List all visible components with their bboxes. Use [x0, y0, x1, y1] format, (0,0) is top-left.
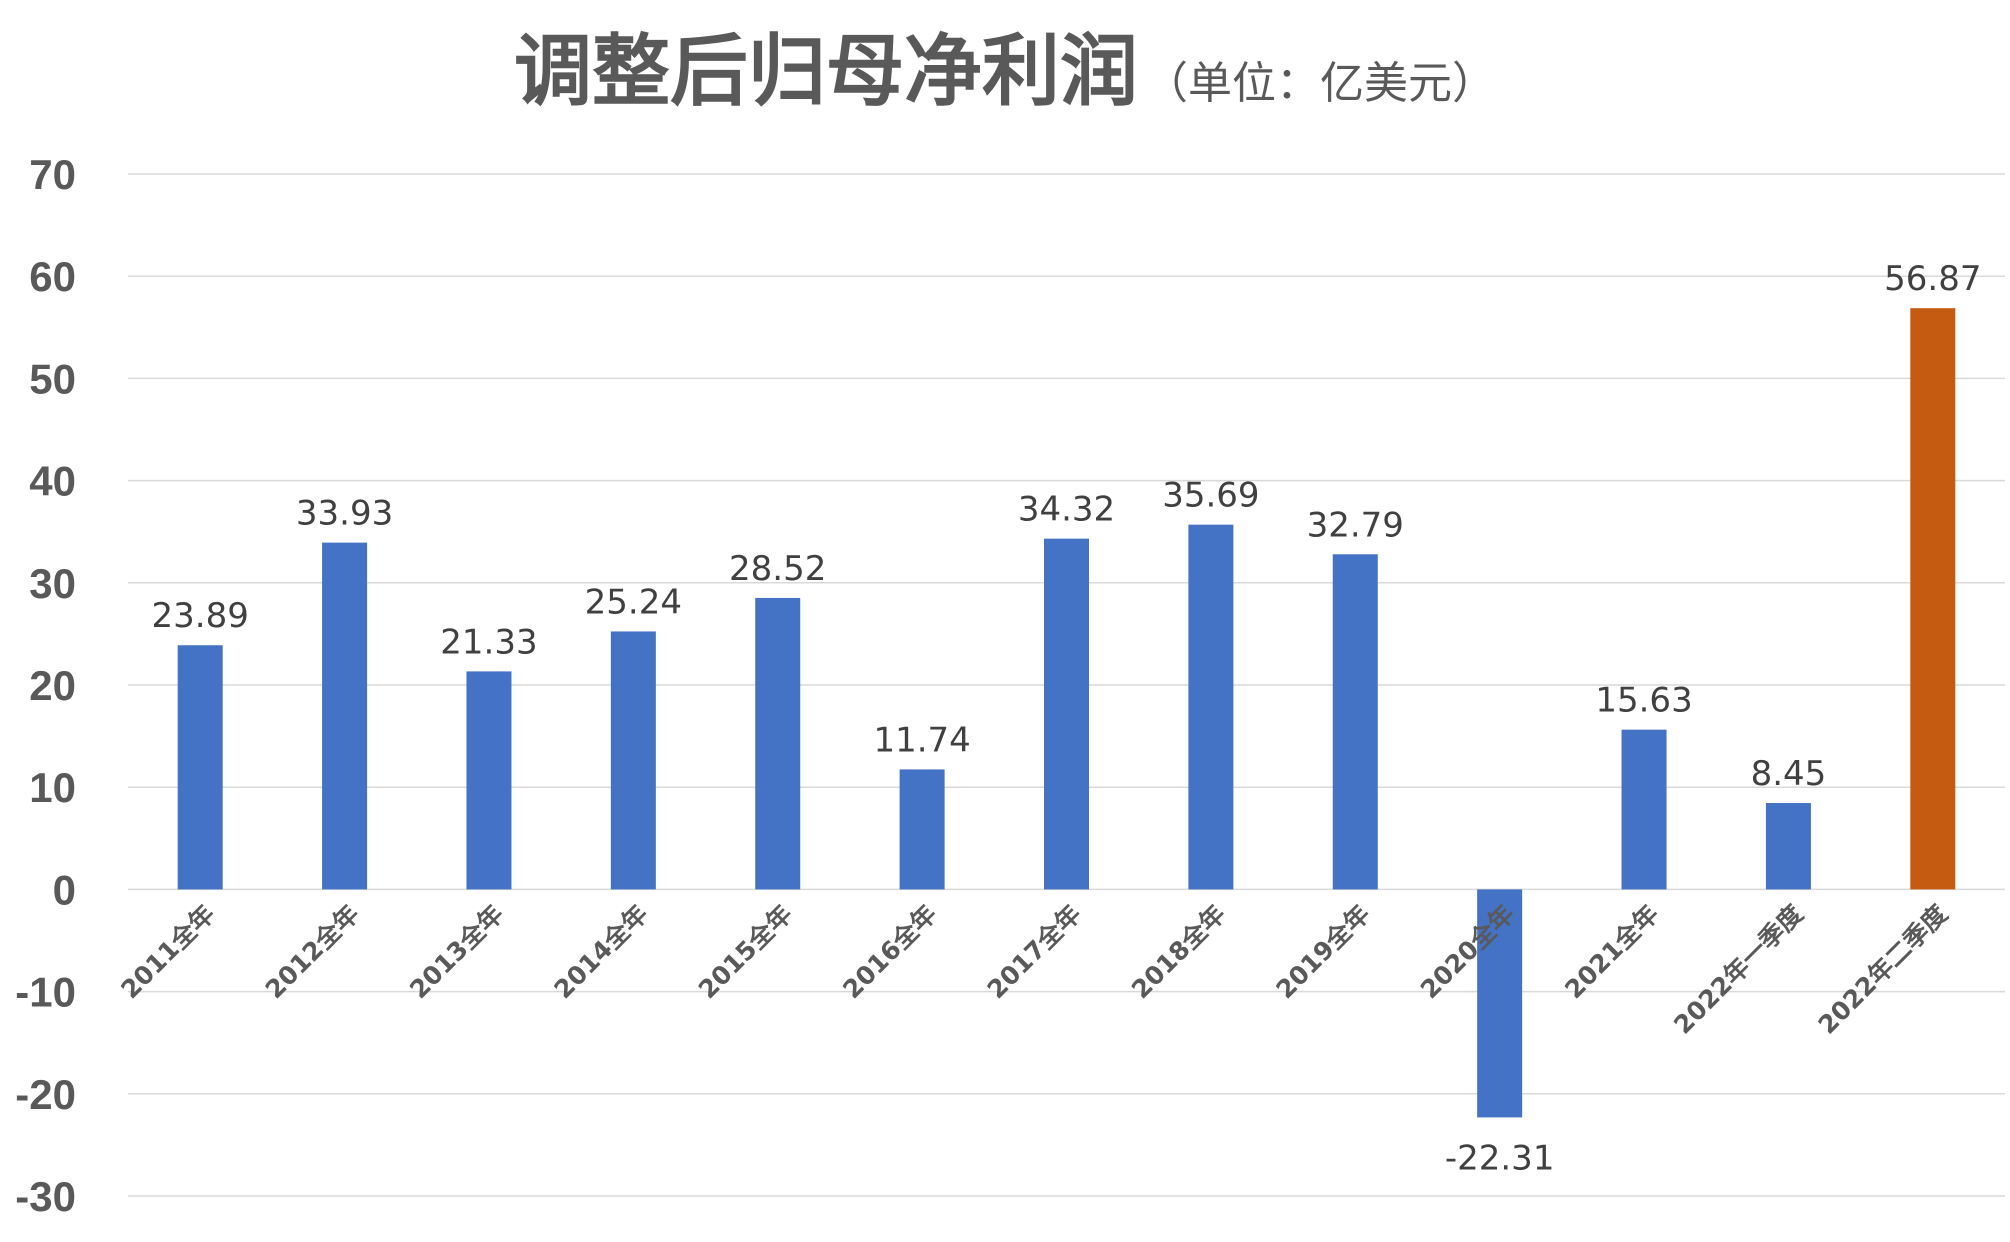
x-tick-label: 2021全年 [1559, 899, 1664, 1004]
data-labels: 23.89 33.93 21.33 25.24 28.52 11.74 34.32 35.69… [152, 259, 1982, 1178]
bar [1910, 308, 1956, 890]
data-label: 8.45 [1751, 754, 1827, 794]
y-tick-label: -20 [15, 1071, 76, 1118]
x-tick-label: 2019全年 [1270, 899, 1375, 1004]
data-label: 35.69 [1162, 476, 1259, 516]
y-tick-label: 40 [29, 458, 76, 505]
x-tick-label: 2014全年 [549, 899, 654, 1004]
x-tick-label: 2016全年 [837, 899, 942, 1004]
bar [1044, 538, 1089, 890]
data-label: 32.79 [1307, 505, 1404, 545]
data-label: 34.32 [1018, 490, 1115, 530]
y-tick-label: 0 [53, 866, 76, 913]
bar [1332, 554, 1378, 890]
y-axis-ticks: 70 60 50 40 30 20 10 0 -10 -20 -30 [15, 151, 76, 1220]
bar [1477, 889, 1523, 1118]
x-tick-label: 2013全年 [404, 899, 509, 1004]
y-tick-label: 20 [29, 662, 76, 709]
x-tick-label: 2022年一季度 [1668, 899, 1808, 1039]
y-tick-label: -30 [15, 1173, 76, 1220]
bars [177, 308, 1956, 1118]
x-tick-label: 2011全年 [115, 899, 220, 1004]
data-label: 23.89 [152, 596, 249, 636]
data-label: 28.52 [729, 549, 826, 589]
data-label: 56.87 [1884, 259, 1981, 299]
data-label: 25.24 [585, 582, 682, 622]
bar [466, 671, 512, 890]
bar [899, 769, 945, 890]
chart-title-unit: （单位：亿美元） [1144, 58, 1496, 109]
y-tick-label: 30 [29, 560, 76, 607]
x-axis-ticks: 2011全年 2012全年 2013全年 2014全年 2015全年 2016全年 2017… [115, 899, 1953, 1039]
x-tick-label: 2018全年 [1126, 899, 1231, 1004]
bar [755, 597, 801, 890]
y-tick-label: 50 [29, 355, 76, 402]
x-tick-label: 2012全年 [260, 899, 365, 1004]
chart-title: 调整后归母净利润 （单位：亿美元） [514, 27, 1496, 117]
bar [322, 542, 368, 890]
y-tick-label: -10 [15, 969, 76, 1016]
bar [1188, 524, 1234, 890]
data-label: 15.63 [1595, 681, 1692, 721]
x-tick-label: 2015全年 [693, 899, 798, 1004]
data-label: 21.33 [440, 622, 537, 662]
bar [1621, 729, 1667, 890]
y-tick-label: 10 [29, 764, 76, 811]
x-tick-label: 2017全年 [982, 899, 1087, 1004]
chart-title-main: 调整后归母净利润 [514, 27, 1138, 117]
data-label: 11.74 [873, 720, 970, 760]
y-tick-label: 60 [29, 253, 76, 300]
x-tick-label: 2022年二季度 [1813, 899, 1953, 1039]
bar [1765, 803, 1811, 890]
data-label: -22.31 [1445, 1138, 1555, 1178]
bar [610, 631, 656, 890]
y-tick-label: 70 [29, 151, 76, 198]
data-label: 33.93 [296, 494, 393, 534]
bar [177, 645, 223, 890]
